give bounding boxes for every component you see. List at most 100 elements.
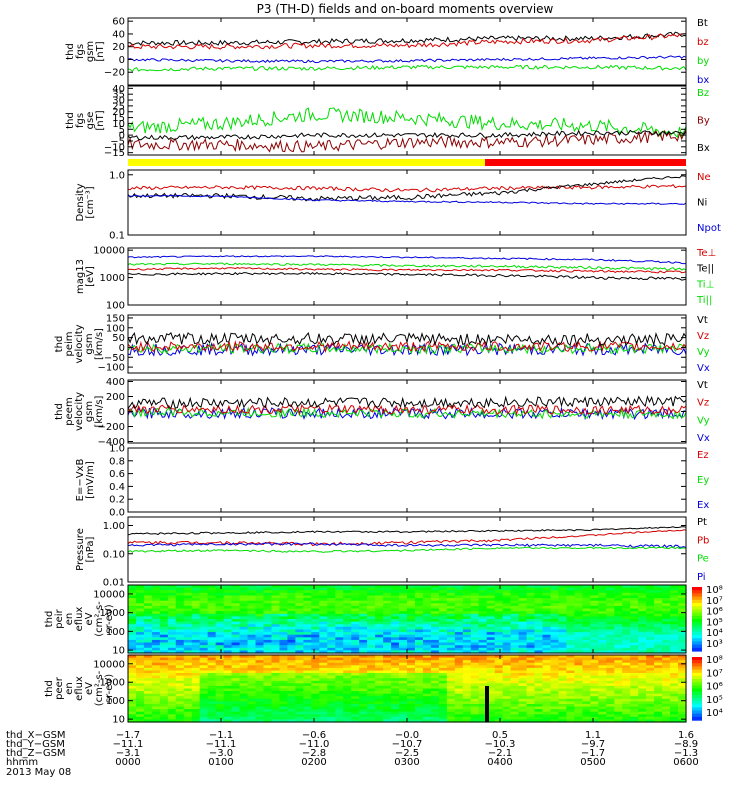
heatmap-cell [454, 616, 464, 620]
heatmap-cell [223, 706, 233, 710]
heatmap-cell [215, 634, 225, 638]
heatmap-cell [191, 626, 201, 630]
heatmap-cell [375, 680, 384, 684]
heatmap-cell [446, 605, 456, 610]
heatmap-cell [383, 616, 392, 620]
heatmap-cell [478, 650, 488, 654]
heatmap-cell [255, 629, 265, 633]
heatmap-cell [582, 600, 591, 604]
heatmap-cell [271, 660, 281, 664]
y-axis-label-line: velocity [74, 324, 85, 363]
heatmap-cell [311, 624, 320, 628]
heatmap-cell [446, 592, 456, 596]
heatmap-cell [590, 670, 599, 674]
heatmap-cell [678, 621, 687, 625]
heatmap-cell [239, 611, 249, 615]
heatmap-cell [446, 621, 456, 625]
heatmap-cell [486, 691, 496, 695]
heatmap-cell [670, 608, 679, 612]
heatmap-cell [191, 645, 201, 649]
colorbar-tick-label: 10⁵ [706, 617, 723, 628]
heatmap-cell [542, 660, 552, 664]
heatmap-cell [343, 688, 352, 692]
heatmap-cell [430, 716, 440, 720]
heatmap-cell [526, 626, 536, 630]
heatmap-cell [486, 642, 496, 646]
heatmap-cell [662, 709, 671, 713]
heatmap-cell [215, 711, 225, 715]
heatmap-cell [255, 675, 265, 679]
heatmap-cell [223, 619, 233, 623]
heatmap-cell [670, 714, 679, 718]
heatmap-cell [470, 647, 480, 651]
heatmap-cell [143, 655, 153, 659]
heatmap-cell [582, 634, 591, 638]
heatmap-cell [550, 665, 560, 669]
heatmap-cell [614, 642, 623, 646]
heatmap-cell [566, 585, 575, 589]
heatmap-cell [646, 645, 655, 649]
heatmap-cell [359, 673, 368, 677]
heatmap-cell [231, 716, 241, 720]
heatmap-cell [662, 619, 671, 623]
heatmap-cell [247, 680, 257, 684]
heatmap-cell [303, 592, 312, 596]
heatmap-cell [167, 632, 177, 636]
heatmap-cell [526, 716, 536, 720]
heatmap-cell [399, 655, 408, 659]
heatmap-cell [566, 706, 575, 710]
heatmap-cell [662, 616, 671, 620]
heatmap-cell [295, 585, 304, 589]
heatmap-cell [247, 696, 257, 700]
heatmap-cell [478, 590, 488, 594]
heatmap-cell [415, 611, 424, 615]
heatmap-cell [303, 585, 312, 589]
heatmap-cell [159, 595, 169, 599]
heatmap-cell [526, 613, 536, 617]
heatmap-cell [128, 675, 137, 679]
heatmap-cell [167, 608, 177, 612]
heatmap-cell [303, 716, 312, 720]
heatmap-cell [486, 701, 496, 705]
heatmap-cell [167, 611, 177, 615]
heatmap-cell [375, 711, 384, 715]
heatmap-cell [279, 714, 289, 718]
heatmap-cell [199, 603, 209, 607]
heatmap-cell [279, 693, 289, 697]
heatmap-cell [383, 603, 392, 607]
y-axis-label-line: gsm [84, 401, 95, 422]
heatmap-cell [343, 621, 352, 625]
heatmap-cell [646, 632, 655, 636]
heatmap-cell [295, 626, 304, 630]
heatmap-cell [383, 709, 392, 713]
heatmap-cell [239, 616, 249, 620]
heatmap-cell [662, 603, 671, 607]
heatmap-cell [550, 619, 560, 623]
legend-entry: Te⊥ [696, 248, 716, 259]
heatmap-cell [375, 642, 384, 646]
heatmap-cell [407, 608, 416, 612]
heatmap-cell [303, 719, 312, 723]
heatmap-cell [494, 611, 504, 615]
heatmap-cell [454, 619, 464, 623]
heatmap-cell [295, 587, 304, 591]
heatmap-cell [462, 639, 472, 644]
heatmap-cell [183, 706, 193, 710]
heatmap-cell [422, 714, 432, 718]
heatmap-cell [239, 683, 249, 687]
heatmap-cell [502, 670, 512, 674]
heatmap-cell [678, 608, 687, 612]
heatmap-cell [670, 670, 679, 674]
heatmap-cell [542, 650, 552, 654]
heatmap-cell [622, 629, 631, 633]
heatmap-cell [136, 655, 145, 659]
heatmap-cell [638, 665, 647, 669]
heatmap-cell [494, 691, 504, 695]
heatmap-cell [247, 698, 257, 702]
footer-value: 0200 [301, 757, 326, 768]
heatmap-cell [606, 645, 615, 649]
heatmap-cell [303, 603, 312, 607]
heatmap-cell [638, 693, 647, 697]
